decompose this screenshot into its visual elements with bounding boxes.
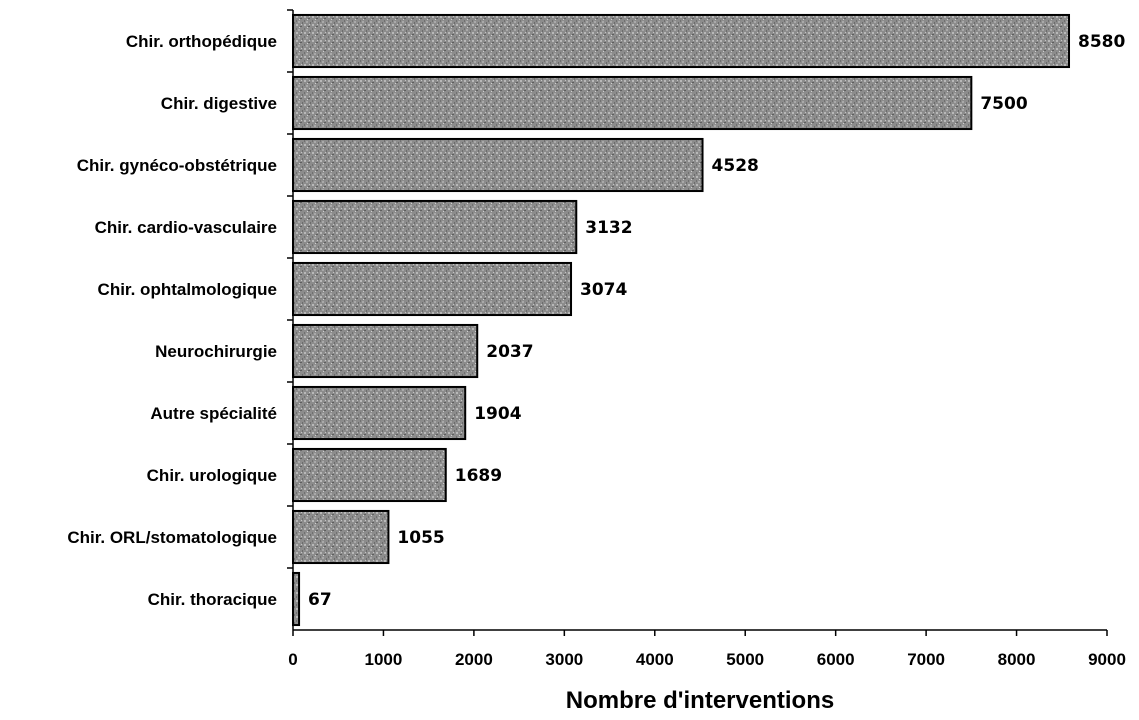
x-tick-label: 3000 [545,650,583,669]
category-label-chir-digestive: Chir. digestive [161,94,277,113]
bar-chir-digestive [292,75,973,131]
bar-neurochirurgie [292,323,479,379]
category-label-chir-orl-stomatologique: Chir. ORL/stomatologique [67,528,277,547]
x-tick-label: 2000 [455,650,493,669]
data-label-autre-specialite: 1904 [474,404,521,424]
bar-chir-gyneco-obstetrique [292,137,704,193]
data-labels-group: 8580 7500 4528 3132 3074 2037 1904 1689 1055 67 [308,32,1125,610]
x-tick-label: 7000 [907,650,945,669]
data-label-chir-orl-stomatologique: 1055 [397,528,444,548]
x-tick-label: 0 [288,650,297,669]
data-label-chir-urologique: 1689 [455,466,502,486]
x-tick-label: 5000 [726,650,764,669]
x-tick-label: 4000 [636,650,674,669]
data-label-chir-digestive: 7500 [980,94,1027,114]
data-label-neurochirurgie: 2037 [486,342,533,362]
bars-group [292,13,1071,627]
category-label-neurochirurgie: Neurochirurgie [155,342,277,361]
bar-chir-thoracique [292,571,301,627]
category-label-autre-specialite: Autre spécialité [150,404,277,423]
data-label-chir-thoracique: 67 [308,590,332,610]
category-label-chir-urologique: Chir. urologique [147,466,277,485]
x-tick-label: 8000 [998,650,1036,669]
bar-chir-cardio-vasculaire [292,199,578,255]
category-label-chir-cardio-vasculaire: Chir. cardio-vasculaire [95,218,277,237]
data-label-chir-gyneco-obstetrique: 4528 [712,156,759,176]
category-label-chir-thoracique: Chir. thoracique [148,590,277,609]
category-label-chir-gyneco-obstetrique: Chir. gynéco-obstétrique [77,156,277,175]
category-label-chir-orthopedique: Chir. orthopédique [126,32,277,51]
data-label-chir-orthopedique: 8580 [1078,32,1125,52]
x-ticks-group: 0 1000 2000 3000 4000 5000 6000 7000 8000 9000 [287,9,1126,669]
bar-chir-orl-stomatologique [292,509,390,565]
bar-autre-specialite [292,385,467,441]
bar-chir-ophtalmologique [292,261,573,317]
x-axis-title: Nombre d'interventions [566,687,834,714]
category-labels-group: Chir. orthopédique Chir. digestive Chir. g… [67,32,277,609]
data-label-chir-cardio-vasculaire: 3132 [585,218,632,238]
x-tick-label: 1000 [365,650,403,669]
data-label-chir-ophtalmologique: 3074 [580,280,627,300]
x-tick-label: 9000 [1088,650,1126,669]
bar-chir-orthopedique [292,13,1071,69]
x-tick-label: 6000 [817,650,855,669]
bar-chir-urologique [292,447,447,503]
category-label-chir-ophtalmologique: Chir. ophtalmologique [98,280,277,299]
